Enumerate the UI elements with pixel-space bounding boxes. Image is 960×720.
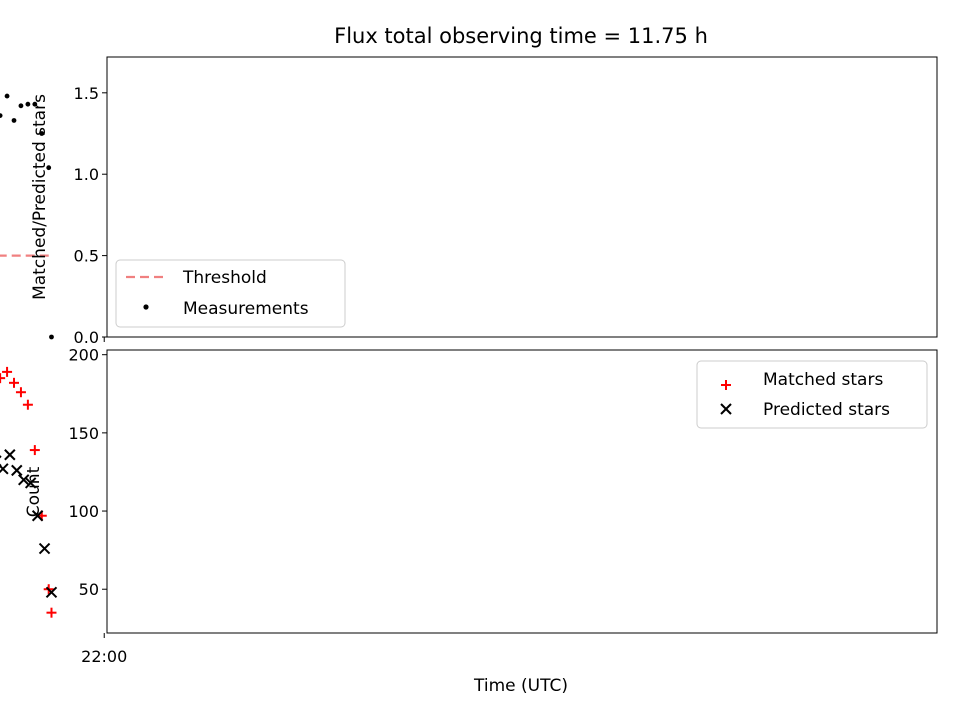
measurement-point: [39, 131, 45, 136]
predicted-star-point: [45, 586, 58, 599]
count-y-axis-label: Count: [24, 466, 44, 517]
measurement-point: [25, 101, 31, 107]
x-tick-label: 22:00: [81, 647, 127, 666]
count-legend: Matched stars Predicted stars: [696, 360, 928, 429]
count-panel: 50 100 150 200 22:0000:0002:0004:0006:0008:…: [0, 346, 938, 696]
predicted-star-point: [4, 449, 16, 461]
y-tick-label: 1.5: [74, 84, 99, 103]
measurement-points: [0, 93, 54, 340]
x-axis-label: Time (UTC): [473, 676, 568, 696]
y-tick-label: 50: [79, 580, 99, 599]
predicted-star-point: [24, 477, 37, 489]
matched-star-point: [2, 366, 13, 377]
count-legend-box: [696, 360, 928, 429]
y-tick-label: 150: [68, 424, 99, 443]
matched-star-point: [46, 607, 57, 618]
ratio-axes-frame: [106, 56, 938, 338]
matched-star-point: [22, 399, 33, 410]
y-tick-label: 1.0: [74, 165, 99, 184]
chart-title: Flux total observing time = 11.75 h: [334, 24, 708, 48]
y-tick-label: 100: [68, 502, 99, 521]
ratio-x-ticks: [103, 337, 105, 342]
legend-matched-label: Matched stars: [763, 370, 883, 390]
predicted-star-point: [18, 474, 30, 486]
matched-star-point: [9, 377, 20, 388]
measurement-point: [4, 93, 10, 99]
measurement-point: [46, 165, 52, 171]
measurement-point: [0, 113, 3, 119]
ratio-y-ticks: 0.0 0.5 1.0 1.5: [74, 84, 107, 347]
legend-predicted-label: Predicted stars: [763, 400, 890, 420]
measurement-point: [18, 103, 24, 109]
y-tick-label: 0.5: [74, 247, 99, 266]
measurement-point: [11, 118, 17, 123]
predicted-star-point: [11, 464, 23, 477]
legend-matched-swatch: [721, 380, 731, 390]
matched-star-point: [29, 445, 40, 456]
ratio-legend: Threshold Measurements: [115, 259, 346, 328]
predicted-stars-points: [0, 449, 58, 599]
legend-measurements-swatch: [143, 304, 149, 310]
matched-star-point: [0, 373, 6, 384]
legend-predicted-swatch: [720, 403, 732, 415]
ratio-panel: 0.0 0.5 1.0 1.5 Matched/Predicted stars Thr…: [0, 56, 938, 347]
predicted-star-point: [0, 463, 9, 475]
count-axes-frame: [106, 349, 938, 634]
predicted-star-point: [31, 510, 44, 522]
legend-measurements-label: Measurements: [183, 299, 309, 319]
measurement-point: [49, 334, 54, 340]
predicted-star-point: [0, 455, 2, 467]
measurement-point: [32, 101, 38, 107]
matched-star-point: [15, 387, 26, 398]
count-y-ticks: 50 100 150 200: [68, 346, 107, 599]
y-tick-label: 200: [68, 346, 99, 365]
ratio-legend-box: [115, 259, 346, 328]
ratio-y-axis-label: Matched/Predicted stars: [30, 94, 50, 300]
y-tick-label: 0.0: [74, 328, 99, 347]
predicted-star-point: [38, 542, 51, 555]
legend-threshold-label: Threshold: [182, 268, 267, 288]
count-x-ticks: 22:0000:0002:0004:0006:0008:0010:00: [81, 633, 127, 666]
